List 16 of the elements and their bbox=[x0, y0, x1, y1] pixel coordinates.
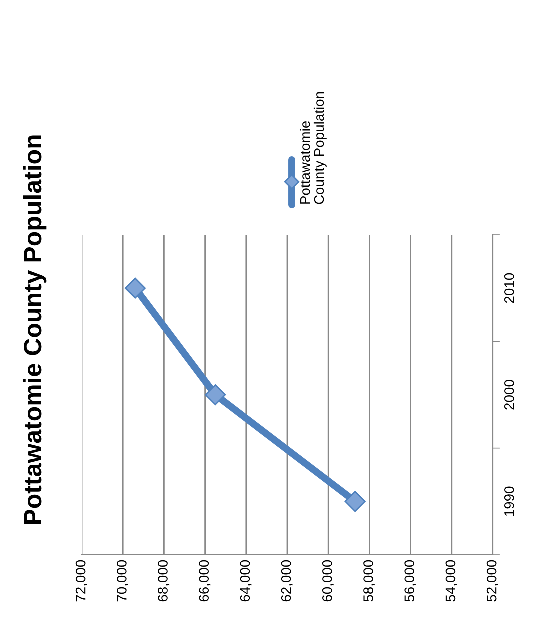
x-tick-label: 66,000 bbox=[199, 560, 211, 602]
x-tick-label: 56,000 bbox=[404, 560, 416, 602]
x-tick-label: 54,000 bbox=[446, 560, 458, 602]
text: Pottawatomie County Population bbox=[23, 136, 47, 524]
x-tick-label: 72,000 bbox=[76, 560, 88, 602]
x-tick-label: 52,000 bbox=[486, 560, 498, 602]
x-tick-label: 60,000 bbox=[322, 560, 334, 602]
x-tick-label: 58,000 bbox=[364, 560, 376, 602]
y-tick-label: 2000 bbox=[504, 380, 514, 410]
x-tick-label: 62,000 bbox=[281, 560, 293, 602]
y-tick-label: 1990 bbox=[504, 486, 514, 516]
x-tick-label: 70,000 bbox=[116, 560, 128, 602]
y-tick-label: 2010 bbox=[504, 273, 514, 304]
text: Pottawatomie County Population bbox=[300, 92, 327, 204]
x-tick-label: 68,000 bbox=[158, 560, 170, 602]
x-tick-label: 64,000 bbox=[240, 560, 252, 602]
